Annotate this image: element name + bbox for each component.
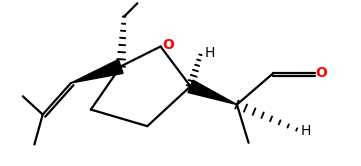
- Polygon shape: [71, 59, 123, 83]
- Text: O: O: [162, 38, 174, 52]
- Text: O: O: [316, 66, 327, 80]
- Polygon shape: [188, 80, 237, 105]
- Text: H: H: [301, 124, 311, 138]
- Text: H: H: [205, 46, 215, 60]
